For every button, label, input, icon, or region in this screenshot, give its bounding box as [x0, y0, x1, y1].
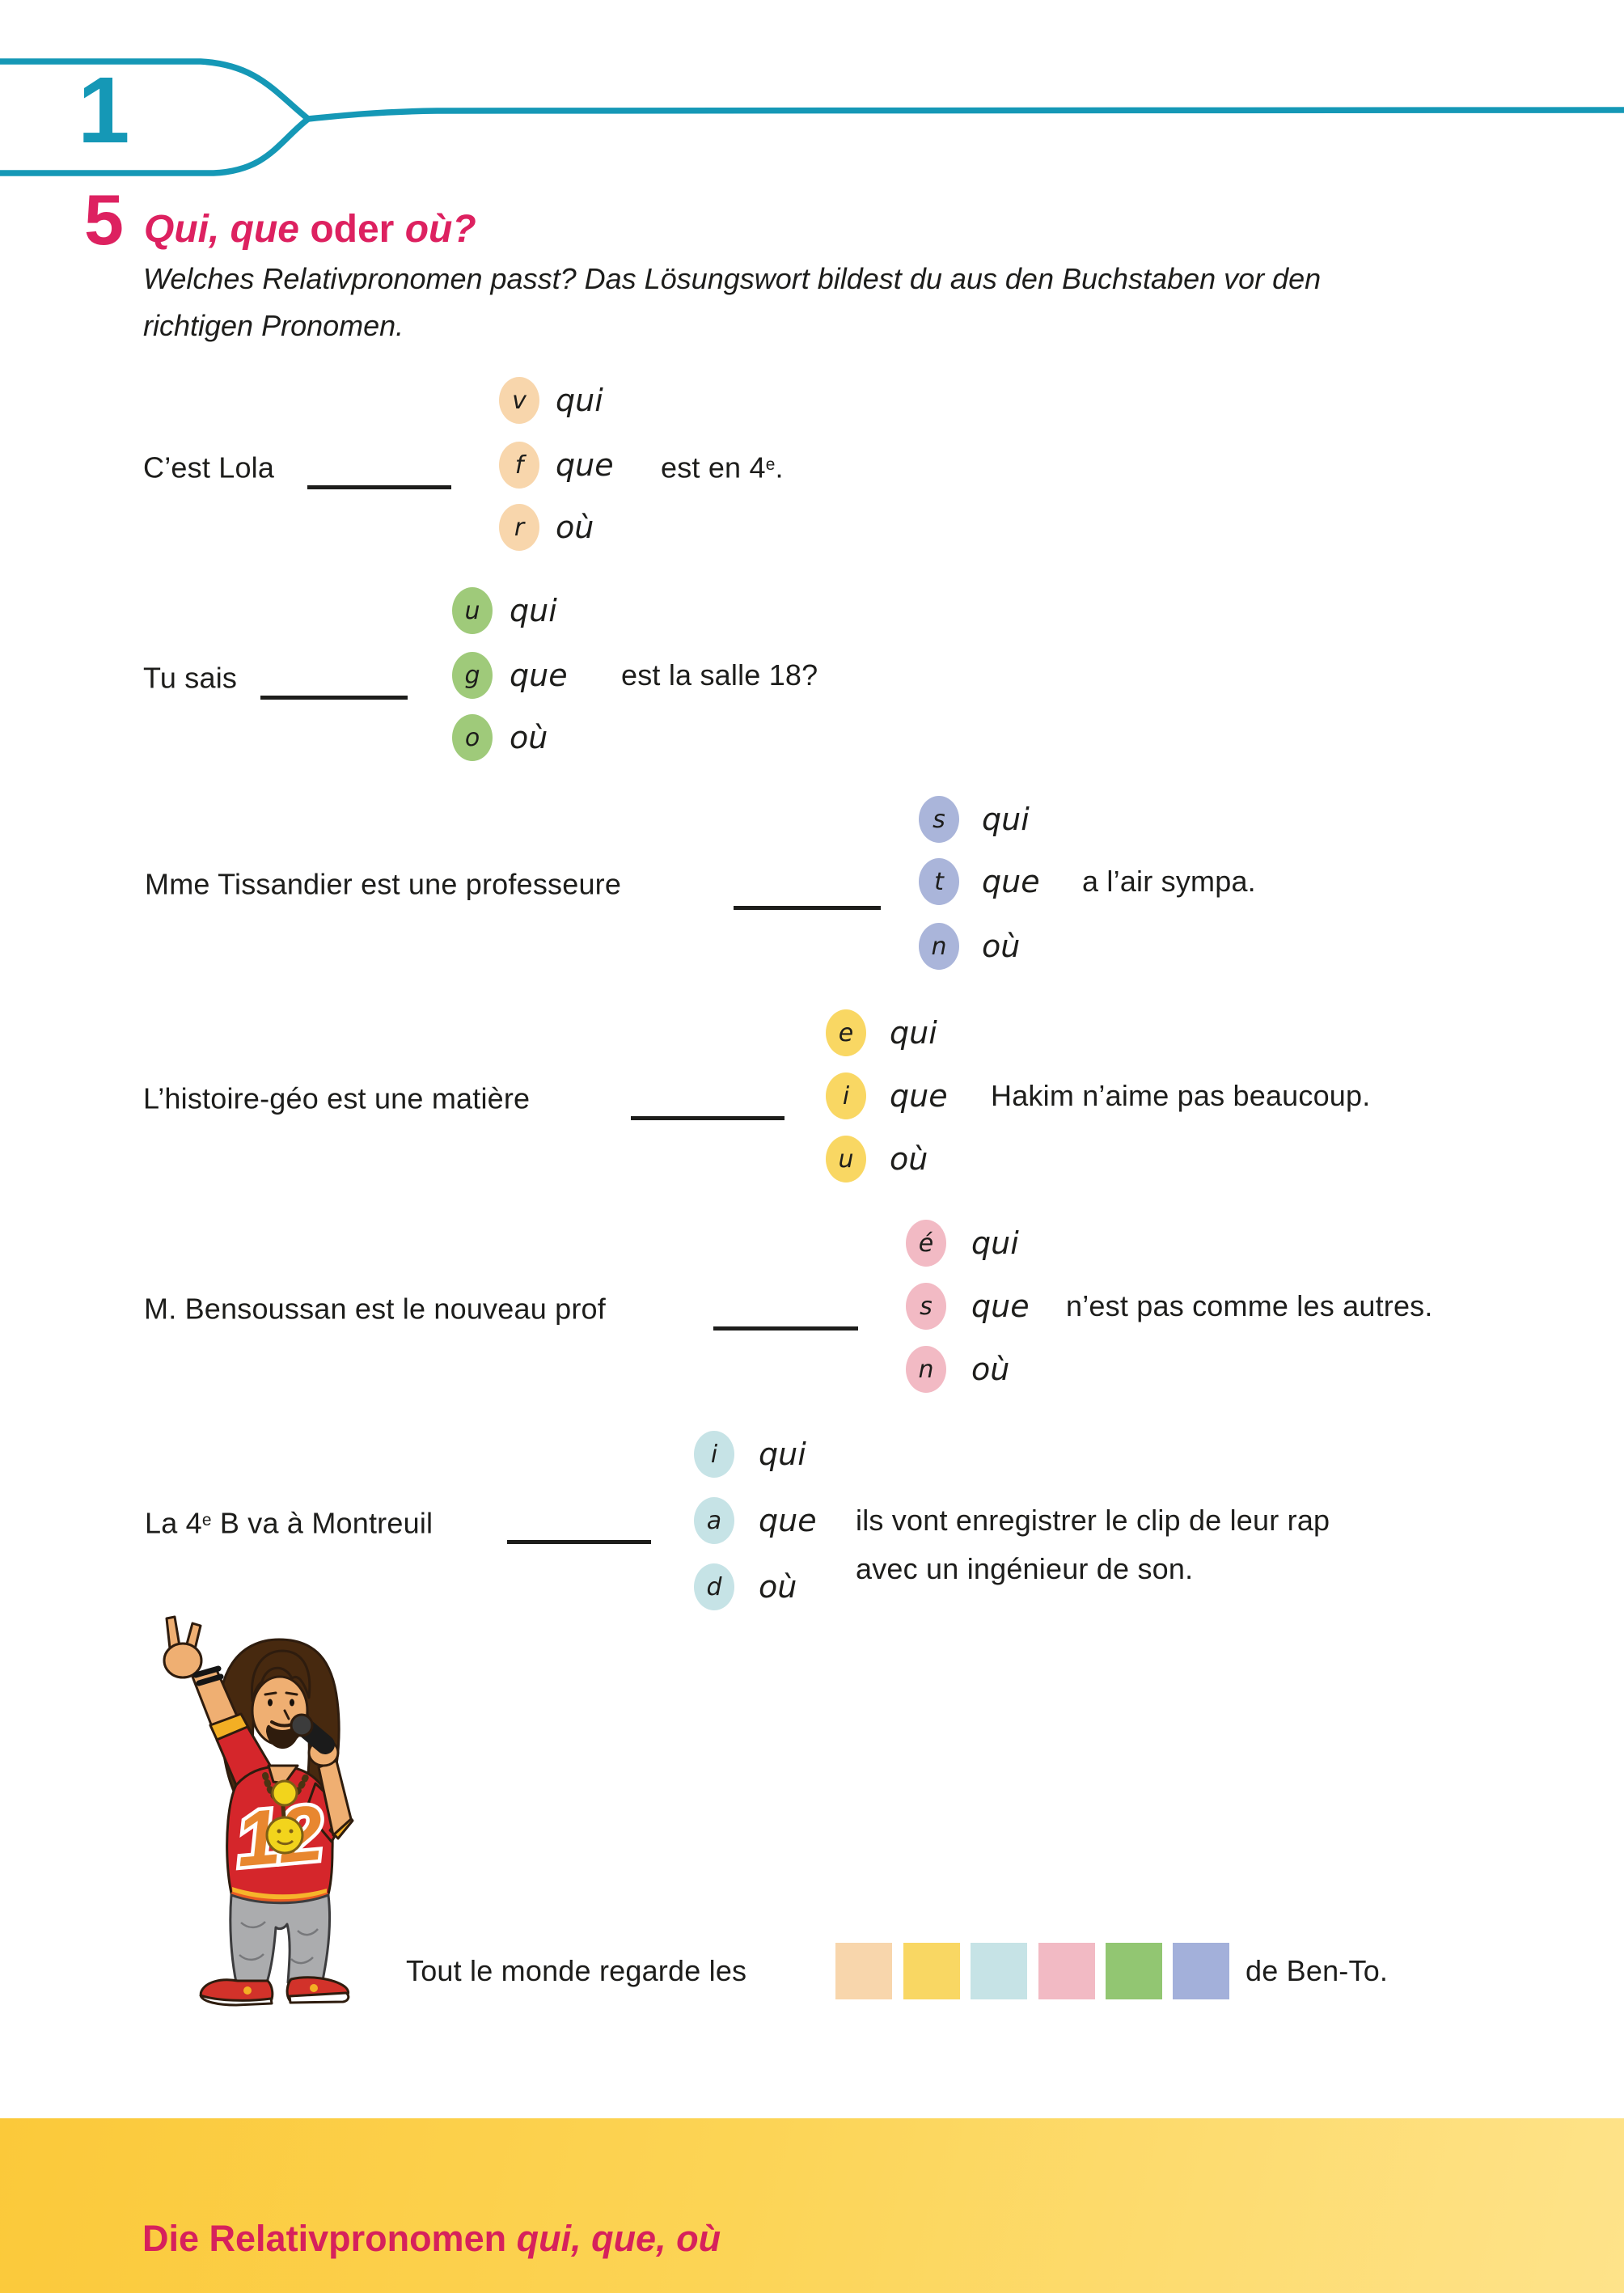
footer-label-upright: Die Relativpronomen	[142, 2218, 517, 2259]
option-word: où	[510, 720, 548, 755]
exercise-number: 5	[84, 180, 124, 260]
option-word: qui	[982, 802, 1030, 837]
option-letter-circle: n	[906, 1346, 946, 1393]
option-word: que	[971, 1288, 1030, 1324]
option-letter-circle: f	[499, 442, 539, 489]
solution-color-square	[1106, 1943, 1162, 1999]
option-word: que	[556, 447, 614, 483]
option-letter-circle: d	[694, 1563, 734, 1610]
option-word: où	[982, 929, 1021, 964]
solution-color-square	[835, 1943, 892, 1999]
option-word: que	[890, 1078, 948, 1114]
sentence-end-6-line1: ils vont enregistrer le clip de leur rap	[856, 1504, 1330, 1537]
sentence-end-2: est la salle 18?	[621, 658, 818, 692]
option-letter-circle: o	[452, 714, 493, 761]
option-letter-circle: a	[694, 1497, 734, 1544]
option-word: que	[982, 864, 1040, 899]
solution-color-square	[971, 1943, 1027, 1999]
footer-grammar-label: Die Relativpronomen qui, que, où	[142, 2219, 721, 2258]
solution-color-square	[1038, 1943, 1095, 1999]
sentence-start-5: M. Bensoussan est le nouveau prof	[144, 1292, 606, 1326]
option-letter-circle: t	[919, 858, 959, 905]
option-word: où	[890, 1141, 928, 1177]
sentence-end-1: est en 4e.	[661, 451, 784, 484]
sentence-end-3: a l’air sympa.	[1082, 865, 1256, 898]
option-word: où	[971, 1352, 1010, 1387]
answer-blank-2	[260, 696, 408, 700]
option-letter-circle: s	[919, 796, 959, 843]
option-word: qui	[759, 1436, 806, 1472]
option-letter-circle: v	[499, 377, 539, 424]
chapter-number: 1	[78, 57, 130, 163]
answer-blank-1	[307, 485, 451, 489]
header-divider-lines	[0, 58, 1624, 176]
option-letter-circle: r	[499, 504, 539, 551]
option-letter-circle: i	[694, 1431, 734, 1478]
medallion-necklace	[262, 1772, 309, 1855]
option-word: où	[556, 510, 594, 545]
footer-band	[0, 2118, 1624, 2293]
exercise-title: Qui, que oder où?	[144, 204, 476, 256]
option-word: où	[759, 1569, 797, 1605]
option-word: que	[759, 1503, 817, 1538]
sentence-end-4: Hakim n’aime pas beaucoup.	[991, 1079, 1371, 1112]
instruction-text: Welches Relativpronomen passt? Das Lösun…	[143, 256, 1321, 349]
answer-blank-6	[507, 1540, 651, 1544]
option-letter-circle: u	[452, 587, 493, 634]
sentence-start-3: Mme Tissandier est une professeure	[145, 867, 622, 901]
instruction-line1: Welches Relativpronomen passt? Das Lösun…	[143, 262, 1322, 295]
option-letter-circle: g	[452, 652, 493, 699]
sentence-end-6-line2: avec un ingénieur de son.	[856, 1552, 1194, 1585]
answer-blank-5	[713, 1326, 858, 1331]
option-word: qui	[510, 593, 557, 628]
option-word: qui	[890, 1015, 937, 1051]
option-letter-circle: e	[826, 1009, 866, 1056]
instruction-line2: richtigen Pronomen.	[143, 309, 404, 342]
option-letter-circle: n	[919, 923, 959, 970]
sentence-start-1: C’est Lola	[143, 451, 275, 484]
answer-blank-4	[631, 1116, 785, 1120]
solution-sentence-end: de Ben-To.	[1245, 1954, 1389, 1987]
title-french-part2: où?	[404, 208, 476, 251]
solution-color-square	[1173, 1943, 1229, 1999]
option-word: que	[510, 658, 568, 693]
footer-label-italic: qui, que, où	[516, 2218, 721, 2259]
option-word: qui	[556, 383, 603, 418]
sentence-end-5: n’est pas comme les autres.	[1066, 1289, 1433, 1322]
option-letter-circle: u	[826, 1136, 866, 1182]
option-letter-circle: é	[906, 1220, 946, 1267]
sentence-start-6: La 4e B va à Montreuil	[145, 1506, 433, 1540]
solution-color-square	[903, 1943, 960, 1999]
option-letter-circle: i	[826, 1072, 866, 1119]
sentence-start-4: L’histoire-géo est une matière	[143, 1081, 531, 1115]
answer-blank-3	[734, 906, 881, 910]
rapper-illustration: 12	[163, 1615, 354, 2007]
option-letter-circle: s	[906, 1283, 946, 1330]
sentence-start-2: Tu sais	[143, 661, 238, 695]
title-german-part: oder	[299, 208, 405, 251]
title-french-part1: Qui, que	[144, 208, 299, 251]
option-word: qui	[971, 1225, 1019, 1261]
solution-sentence-start: Tout le monde regarde les	[406, 1954, 747, 1987]
